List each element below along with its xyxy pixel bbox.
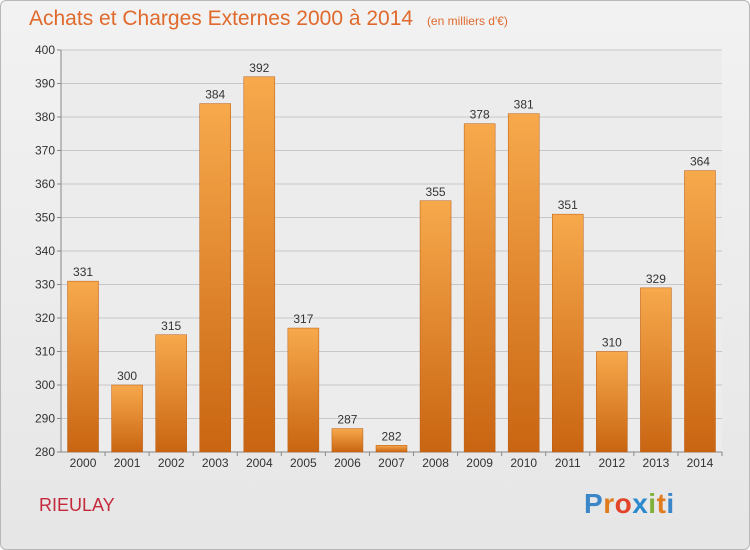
y-tick-label: 350 <box>35 211 55 225</box>
commune-name: RIEULAY <box>39 495 115 515</box>
x-tick-label: 2009 <box>466 456 493 470</box>
data-label: 384 <box>205 88 225 102</box>
data-label: 287 <box>337 413 357 427</box>
data-label: 364 <box>690 155 710 169</box>
y-tick-label: 330 <box>35 278 55 292</box>
y-tick-label: 380 <box>35 110 55 124</box>
y-tick-label: 300 <box>35 378 55 392</box>
x-tick-label: 2013 <box>643 456 670 470</box>
logo-letter: o <box>614 488 633 519</box>
data-label: 317 <box>293 312 313 326</box>
x-tick-label: 2004 <box>246 456 273 470</box>
bar <box>331 428 364 453</box>
proxiti-logo: Proxiti <box>584 488 675 520</box>
chart-title-line: Achats et Charges Externes 2000 à 2014 (… <box>29 7 508 31</box>
data-label: 331 <box>73 265 93 279</box>
bar <box>684 170 716 453</box>
y-tick-label: 390 <box>35 77 55 91</box>
data-label: 381 <box>514 98 534 112</box>
x-tick-label: 2010 <box>510 456 537 470</box>
chart-title: Achats et Charges Externes 2000 à 2014 <box>29 7 414 30</box>
x-tick-label: 2005 <box>290 456 317 470</box>
data-label: 378 <box>470 108 490 122</box>
x-tick-label: 2002 <box>158 456 185 470</box>
bar <box>596 351 628 453</box>
y-tick-label: 400 <box>35 43 55 57</box>
y-tick-label: 360 <box>35 177 55 191</box>
data-label: 355 <box>426 185 446 199</box>
bar <box>243 76 276 453</box>
bar <box>287 327 320 453</box>
y-tick-label: 310 <box>35 345 55 359</box>
data-label: 315 <box>161 319 181 333</box>
bar <box>463 123 496 453</box>
x-tick-label: 2011 <box>555 456 581 470</box>
y-tick-label: 290 <box>35 412 55 426</box>
bar <box>375 445 408 453</box>
bar <box>67 280 99 453</box>
x-tick-label: 2000 <box>70 456 97 470</box>
data-label: 282 <box>381 429 401 443</box>
logo-letter: r <box>603 488 615 519</box>
x-tick-label: 2007 <box>378 456 405 470</box>
x-tick-label: 2006 <box>334 456 361 470</box>
bar <box>640 287 672 453</box>
logo-letter: i <box>648 488 657 519</box>
data-label: 300 <box>117 369 137 383</box>
logo-letter: P <box>584 488 604 519</box>
x-tick-label: 2008 <box>422 456 449 470</box>
chart-subtitle: (en milliers d'€) <box>426 14 508 28</box>
x-tick-label: 2001 <box>114 456 141 470</box>
data-label: 329 <box>646 272 666 286</box>
y-tick-label: 340 <box>35 244 55 258</box>
x-tick-label: 2012 <box>598 456 625 470</box>
data-label: 351 <box>558 198 578 212</box>
bar <box>507 113 540 453</box>
x-tick-label: 2014 <box>687 456 714 470</box>
bar <box>155 334 187 453</box>
bar <box>199 103 231 453</box>
y-tick-label: 370 <box>35 144 55 158</box>
logo-letter: t <box>656 488 667 519</box>
y-tick-label: 280 <box>35 445 55 459</box>
data-label: 392 <box>249 61 269 75</box>
bar <box>552 213 584 453</box>
logo-letter: x <box>632 488 649 519</box>
x-tick-label: 2003 <box>202 456 229 470</box>
bar <box>419 200 452 453</box>
data-label: 310 <box>602 336 622 350</box>
y-tick-label: 320 <box>35 311 55 325</box>
logo-letter: i <box>666 488 675 519</box>
bar <box>111 384 143 453</box>
